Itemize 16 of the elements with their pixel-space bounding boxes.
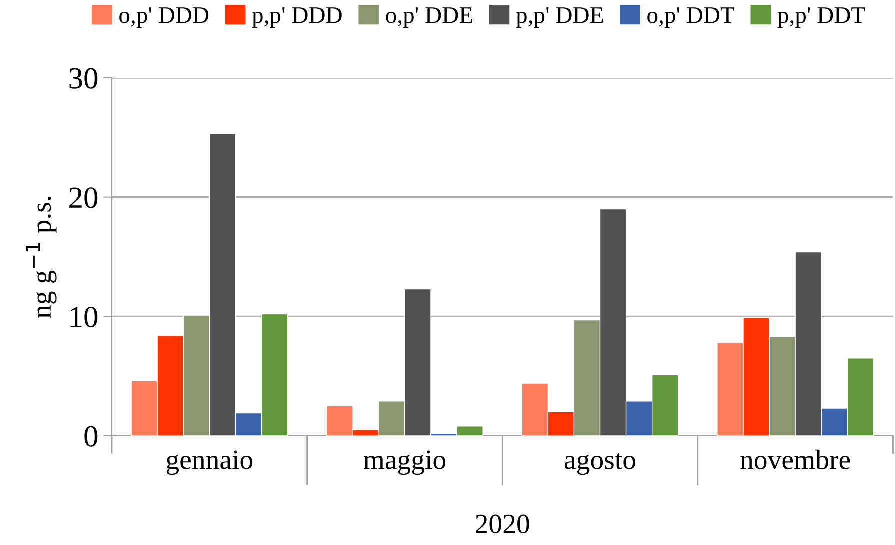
y-tick-label: 20 [70,188,98,208]
y-tick-label: 30 [70,68,98,89]
legend-label: o,p' DDE [386,8,472,28]
x-tick-label: gennaio [166,450,253,476]
x-tick-label: novembre [740,450,850,470]
legend-label: p,p' DDD [252,8,342,28]
legend-label: p,p' DDT [778,8,866,28]
legend-label: o,p' DDD [120,8,209,28]
legend-label: p,p' DDE [516,8,604,28]
y-tick-label: 10 [70,306,98,328]
x-tick-label: agosto [564,453,636,476]
x-axis-title: 2020 [476,514,530,534]
x-tick-label: maggio [364,450,446,476]
y-tick-label: 0 [84,426,98,447]
y-axis-title: ng g$^{−1}$ p.s. [26,196,57,318]
legend-label: o,p' DDT [648,8,735,28]
